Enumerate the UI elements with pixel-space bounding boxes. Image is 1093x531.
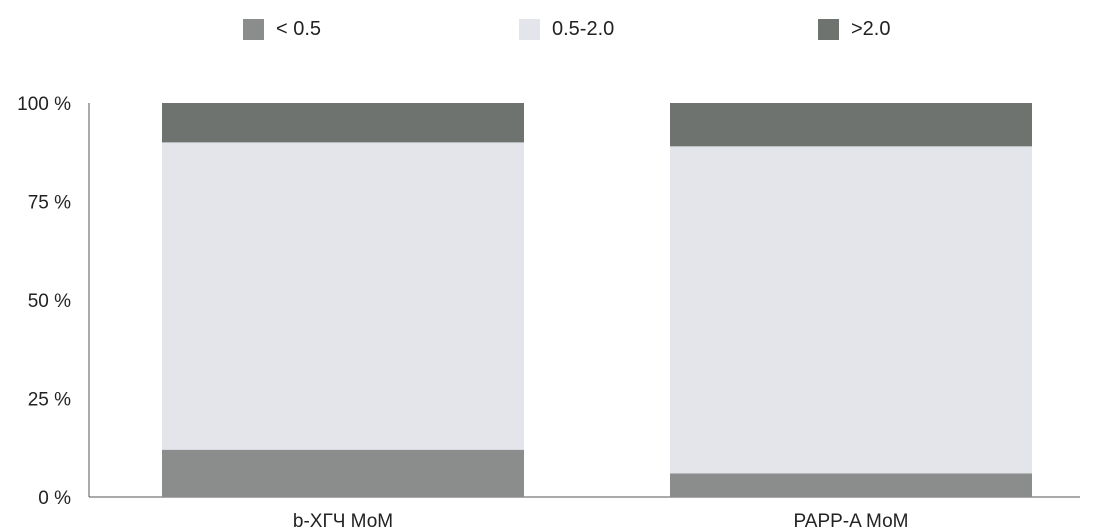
legend-label-gt-2-0: >2.0 [851, 17, 891, 40]
x-category-label-1: PAPP-A МоМ [794, 511, 909, 531]
y-tick-label-3: 75 % [28, 193, 71, 214]
y-ticks-group: 0 % 25 % 50 % 75 % 100 % [17, 94, 71, 509]
legend-swatch-gt-2-0 [818, 18, 839, 40]
bar-segment-0-1 [162, 142, 524, 450]
legend-label-lt-0-5: < 0.5 [276, 17, 322, 40]
y-tick-label-1: 25 % [28, 390, 71, 411]
bars-group [162, 103, 1032, 497]
bar-segment-1-0 [670, 473, 1032, 497]
x-category-label-0: b-ХГЧ МоМ [293, 511, 393, 531]
y-tick-label-2: 50 % [28, 291, 71, 312]
bar-segment-1-2 [670, 103, 1032, 147]
bar-segment-0-2 [162, 103, 524, 143]
bar-segment-0-0 [162, 449, 524, 497]
x-labels-group: b-ХГЧ МоМ PAPP-A МоМ [293, 511, 909, 531]
legend-item-0-5-2-0: 0.5-2.0 [519, 16, 614, 42]
legend-item-gt-2-0: >2.0 [818, 16, 890, 42]
legend-label-0-5-2-0: 0.5-2.0 [552, 17, 615, 40]
legend-swatch-0-5-2-0 [519, 18, 540, 40]
y-tick-label-4: 100 % [17, 94, 71, 115]
bar-segment-1-1 [670, 146, 1032, 474]
legend-item-lt-0-5: < 0.5 [243, 16, 321, 42]
legend-swatch-lt-0-5 [243, 18, 264, 40]
y-tick-label-0: 0 % [38, 488, 71, 509]
